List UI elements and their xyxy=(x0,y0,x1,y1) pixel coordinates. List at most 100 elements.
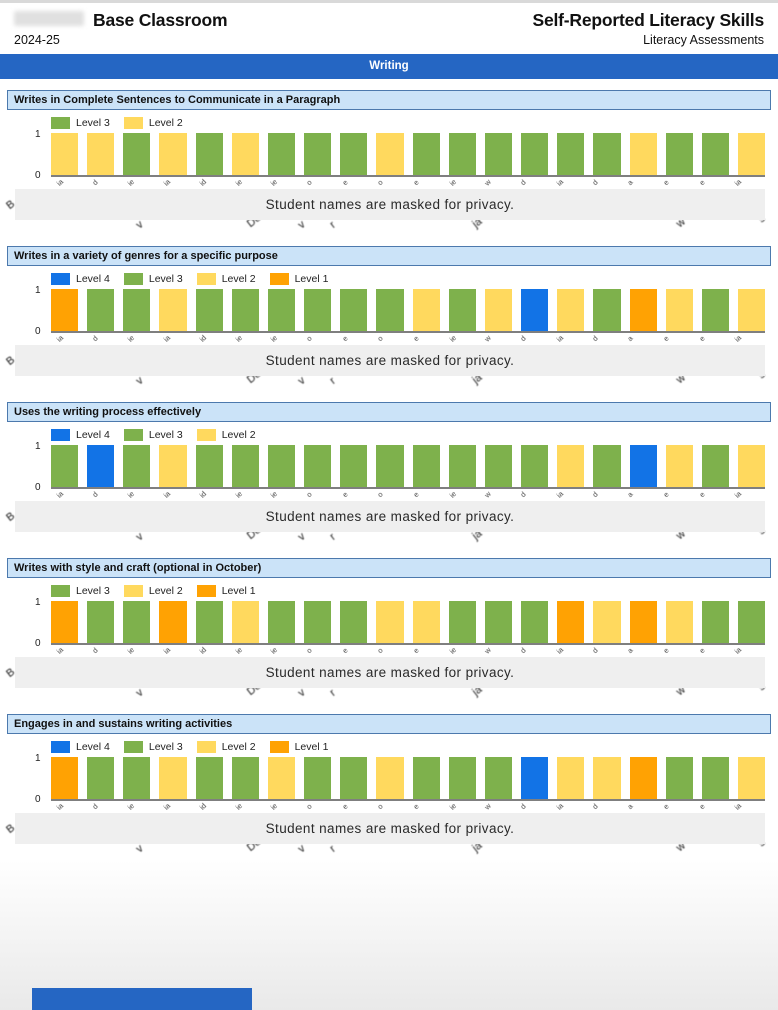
privacy-note: Student names are masked for privacy. xyxy=(265,353,515,368)
masked-name-fragment: d xyxy=(589,333,600,344)
masked-name-fragment: ia xyxy=(554,645,565,656)
masked-name-fragment: ia xyxy=(554,489,565,500)
masked-name-fragment: ie xyxy=(126,645,137,656)
bar-student-3 xyxy=(123,289,151,331)
masked-name-fragment: e xyxy=(411,333,421,344)
masked-name-fragment: ia xyxy=(554,333,565,344)
y-axis-tick-min: 0 xyxy=(35,638,41,649)
legend-swatch xyxy=(269,272,289,285)
bar-student-9 xyxy=(340,289,368,331)
masked-name-fragment: ia xyxy=(54,177,66,188)
masked-name-fragment: ie xyxy=(447,801,458,812)
bar-student-14 xyxy=(521,757,549,799)
legend-swatch xyxy=(51,116,70,129)
legend-label: Level 2 xyxy=(221,272,256,285)
masked-name-fragment: ie xyxy=(447,645,458,656)
masked-name-fragment: e xyxy=(697,333,707,344)
bar-student-2 xyxy=(87,289,115,331)
header-right: Self-Reported Literacy Skills Literacy A… xyxy=(532,10,764,47)
masked-name-fragment: e xyxy=(411,801,421,812)
legend-entry-level-3: Level 3 xyxy=(51,116,110,129)
bar-student-4 xyxy=(159,289,187,331)
bar-student-15 xyxy=(557,289,585,331)
masked-name-fragment: e xyxy=(661,333,671,344)
bar-student-6 xyxy=(231,133,259,175)
legend-swatch xyxy=(51,272,70,285)
bar-student-13 xyxy=(484,133,513,175)
bar-student-19 xyxy=(701,445,729,487)
masked-name-fragment: e xyxy=(340,645,350,656)
chart-panel: Writes with style and craft (optional in… xyxy=(4,558,771,703)
masked-name-fragment: o xyxy=(304,177,314,188)
masked-name-fragment: ia xyxy=(554,801,565,812)
legend-swatch xyxy=(51,584,70,597)
masked-name-fragment: v xyxy=(133,686,146,700)
masked-name-fragment: ie xyxy=(233,177,244,188)
chart-plot: 1 0 xyxy=(35,285,766,337)
masked-name-fragment: e xyxy=(697,645,707,656)
masked-teacher-name xyxy=(14,11,84,26)
legend-swatch xyxy=(196,428,216,441)
bar-student-17 xyxy=(629,289,657,331)
legend-entry-level-4: Level 4 xyxy=(51,740,110,753)
bar-student-14 xyxy=(521,601,549,643)
masked-name-fragment: ie xyxy=(268,489,280,500)
masked-name-fragment: v xyxy=(295,842,308,856)
legend-swatch xyxy=(123,272,143,285)
masked-name-fragment: ie xyxy=(268,333,280,344)
masked-name-fragment: d xyxy=(90,801,100,812)
bar-student-20 xyxy=(737,757,766,799)
legend-label: Level 2 xyxy=(148,116,183,129)
privacy-mask-band: Student names are masked for privacy. xyxy=(15,189,765,220)
legend-label: Level 1 xyxy=(221,584,256,597)
chart-legend: Level 4 Level 3 Level 2 Level 1 xyxy=(51,272,765,285)
bar-student-1 xyxy=(51,601,79,643)
masked-name-fragment: d xyxy=(518,801,528,812)
masked-name-fragment: ia xyxy=(732,645,744,656)
bar-student-14 xyxy=(521,289,549,331)
masked-name-fragment: e xyxy=(697,489,707,500)
chart-legend: Level 3 Level 2 xyxy=(51,116,765,129)
bar-student-17 xyxy=(629,133,657,175)
report-subtitle: Literacy Assessments xyxy=(643,33,764,47)
masked-name-fragment: ia xyxy=(161,645,173,656)
bar-student-10 xyxy=(376,289,404,331)
bar-student-12 xyxy=(448,133,476,175)
bar-student-11 xyxy=(412,757,440,799)
legend-label: Level 1 xyxy=(294,272,329,285)
x-axis-masked-labels: ia d ie ia id ie ie o e o e ie w d ia d a e e ia Student na… xyxy=(4,645,771,703)
masked-name-fragment: id xyxy=(197,801,208,812)
masked-name-fragment: e xyxy=(411,645,421,656)
bar-student-12 xyxy=(448,757,476,799)
bar-student-4 xyxy=(159,757,187,799)
legend-label: Level 3 xyxy=(76,116,110,129)
bar-student-10 xyxy=(376,601,404,643)
bar-student-15 xyxy=(557,601,585,643)
masked-name-fragment: a xyxy=(625,801,635,812)
bar-student-1 xyxy=(51,133,79,175)
bar-student-7 xyxy=(267,757,296,799)
bars-row xyxy=(51,601,766,643)
bar-student-3 xyxy=(123,601,151,643)
masked-name-fragment: ie xyxy=(233,333,244,344)
bar-student-18 xyxy=(665,133,693,175)
bar-student-20 xyxy=(737,445,766,487)
legend-entry-level-3: Level 3 xyxy=(123,272,183,285)
chart-legend: Level 4 Level 3 Level 2 xyxy=(51,428,765,441)
masked-name-fragment: ie xyxy=(126,489,137,500)
bar-student-11 xyxy=(412,289,440,331)
chart-panel: Engages in and sustains writing activiti… xyxy=(4,714,771,859)
masked-name-fragment: ie xyxy=(447,333,458,344)
masked-name-fragment: v xyxy=(133,530,146,544)
masked-name-fragment: id xyxy=(197,489,208,500)
legend-label: Level 3 xyxy=(76,584,110,597)
bar-student-5 xyxy=(195,289,223,331)
masked-name-fragment: r xyxy=(327,375,338,387)
y-axis-tick-min: 0 xyxy=(35,794,41,805)
masked-name-fragment: ie xyxy=(268,801,280,812)
legend-label: Level 2 xyxy=(221,740,256,753)
bar-student-16 xyxy=(593,289,621,331)
bar-student-4 xyxy=(159,445,187,487)
masked-name-fragment: id xyxy=(197,645,208,656)
masked-name-fragment: e xyxy=(340,801,350,812)
